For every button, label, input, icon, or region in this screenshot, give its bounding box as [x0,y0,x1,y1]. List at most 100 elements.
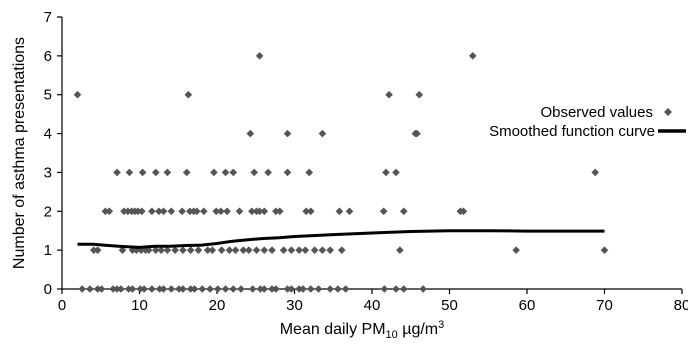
observed-point [184,90,193,99]
observed-point [306,285,315,293]
y-axis-label: Number of asthma presentations [11,37,28,269]
observed-point [255,207,264,216]
observed-point [335,207,344,216]
x-axis-label-subscript: 10 [386,329,398,341]
observed-point [151,246,160,254]
smoothed-curve-group [77,229,605,249]
observed-point [326,246,334,254]
x-tick-label: 50 [441,297,458,314]
x-tick-label: 40 [364,297,381,314]
x-tick-label: 30 [286,297,303,314]
observed-point [118,246,127,254]
observed-point [268,246,276,254]
observed-point [178,207,186,216]
observed-point [260,246,269,254]
observed-point [213,285,222,293]
x-tick-label: 10 [131,297,148,314]
observed-point [159,207,168,216]
observed-point [113,168,121,177]
observed-point [415,90,424,99]
x-axis-label-prefix: Mean daily PM [280,321,386,338]
observed-point [120,207,128,216]
x-tick-label: 60 [519,297,536,314]
observed-point [272,285,280,293]
observed-point [182,168,191,177]
observed-point [113,285,121,293]
observed-point [175,285,183,293]
observed-point [239,246,248,254]
observed-point [124,207,132,216]
observed-point [272,207,280,216]
observed-point [305,168,314,177]
observed-point [413,129,421,138]
observed-point [198,285,207,293]
observed-point [306,207,315,216]
observed-point [136,285,145,293]
observed-point [396,246,404,254]
observed-point [268,285,276,293]
observed-point [301,246,310,254]
observed-point [392,168,400,177]
observed-point [171,246,179,254]
observed-point [78,285,86,293]
observed-point [380,285,389,293]
y-axis-ticks: 0 1 2 3 4 5 6 7 [44,9,62,298]
observed-point [334,285,342,293]
x-axis-ticks: 0 10 20 30 40 50 60 70 80 [58,289,688,314]
observed-point [459,207,468,216]
x-axis-label: Mean daily PM10 µg/m3 [280,319,445,341]
observed-point [97,285,106,293]
legend-observed-marker [664,108,672,116]
observed-point [117,285,125,293]
observed-point [591,168,599,177]
observed-point [244,246,253,254]
observed-point [279,246,288,254]
observed-point [229,168,238,177]
observed-point [283,285,292,293]
observed-point [155,285,164,293]
observed-point [326,285,334,293]
observed-point [250,168,258,177]
legend-curve-label: Smoothed function curve [489,123,655,140]
observed-point [302,207,310,216]
observed-point [163,246,172,254]
y-tick-label: 2 [44,203,52,220]
observed-point [310,246,319,254]
observed-point [157,246,165,254]
observed-point [392,285,400,293]
observed-point [221,285,230,293]
observed-point [163,168,172,177]
observed-point [138,168,147,177]
observed-point [255,52,264,60]
observed-point [210,168,218,177]
observed-point [217,207,225,216]
observed-point [283,129,292,138]
observed-point [341,285,350,293]
x-axis-label-superscript: 3 [438,319,444,331]
observed-point [379,207,388,216]
observed-point [314,285,323,293]
y-tick-label: 3 [44,164,52,181]
observed-point [140,285,148,293]
observed-point [337,246,346,254]
observed-point [264,168,272,177]
observed-point [217,246,226,254]
observed-point [252,246,261,254]
observed-point [600,246,609,254]
observed-point [221,168,230,177]
observed-point [287,246,296,254]
observed-point [283,168,292,177]
observed-point [151,168,160,177]
observed-point [186,285,195,293]
observed-point [179,246,187,254]
observed-point [86,285,94,293]
observed-point [134,207,142,216]
y-tick-label: 0 [44,281,52,298]
observed-point [229,285,238,293]
observed-point [105,207,114,216]
observed-point [237,285,245,293]
legend: Observed values Smoothed function curve [489,104,686,140]
observed-point [299,285,307,293]
legend-observed-label: Observed values [540,104,653,121]
observed-point [194,246,203,254]
